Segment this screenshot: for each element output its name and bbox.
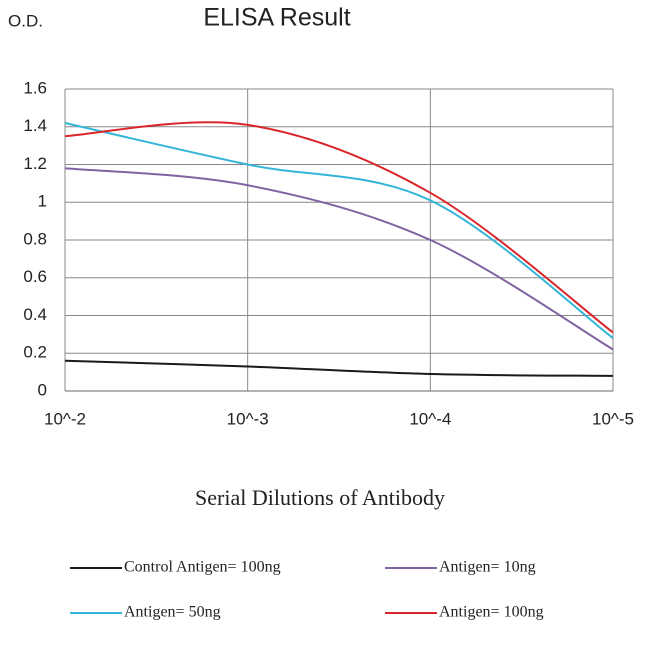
y-tick-label: 0.2 bbox=[23, 343, 47, 362]
y-tick-label: 0 bbox=[38, 380, 47, 399]
series-line bbox=[64, 359, 614, 377]
legend-label: Antigen= 100ng bbox=[439, 604, 544, 621]
y-tick-label: 1.6 bbox=[23, 78, 47, 97]
series-line bbox=[64, 121, 614, 339]
y-axis-title: O.D. bbox=[8, 11, 43, 30]
y-tick-label: 0.6 bbox=[23, 267, 47, 286]
y-tick-label: 1 bbox=[38, 192, 47, 211]
x-tick-label: 10^-4 bbox=[409, 409, 451, 428]
y-tick-label: 0.4 bbox=[23, 305, 47, 324]
x-axis-title: Serial Dilutions of Antibody bbox=[195, 485, 445, 510]
y-tick-label: 1.2 bbox=[23, 154, 47, 173]
x-tick-label: 10^-2 bbox=[44, 409, 86, 428]
legend-label: Control Antigen= 100ng bbox=[124, 559, 281, 576]
chart-title: ELISA Result bbox=[203, 4, 350, 32]
y-tick-label: 0.8 bbox=[23, 229, 47, 248]
legend-label: Antigen= 10ng bbox=[439, 559, 536, 576]
series-line bbox=[64, 167, 614, 351]
series-line bbox=[64, 121, 614, 334]
legend-label: Antigen= 50ng bbox=[124, 604, 221, 621]
x-tick-label: 10^-3 bbox=[227, 409, 269, 428]
y-tick-label: 1.4 bbox=[23, 116, 47, 135]
x-tick-label: 10^-5 bbox=[592, 409, 634, 428]
